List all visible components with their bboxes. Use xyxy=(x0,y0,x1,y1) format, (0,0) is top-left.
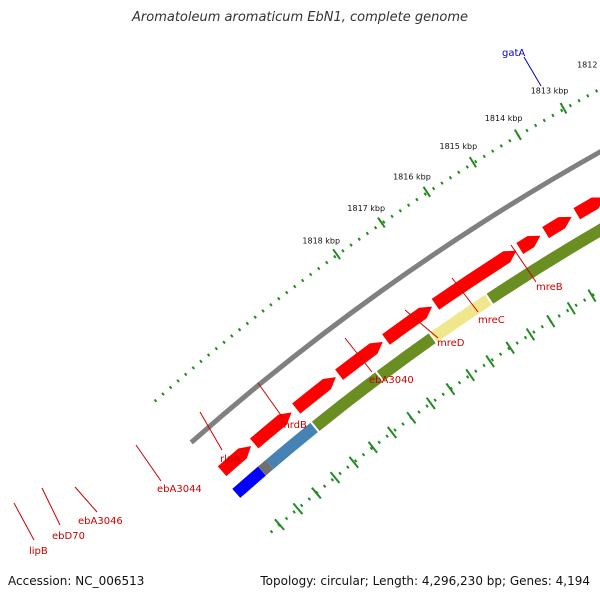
inner-tick-mark xyxy=(485,354,495,368)
kbp-tick-label: 1812 kbp xyxy=(577,60,600,69)
gene-label: ebA3040 xyxy=(369,375,414,386)
inner-tick-mark xyxy=(406,411,417,424)
feature-tracks xyxy=(189,149,600,498)
gene-leader-line xyxy=(74,486,98,513)
inner-tick-mark xyxy=(292,502,304,515)
inner-tick-mark xyxy=(587,289,597,303)
gene-label: gatA xyxy=(502,48,525,59)
rna-feature-steel xyxy=(265,422,318,470)
inner-tick-mark xyxy=(546,314,556,328)
gene-label: lipB xyxy=(29,546,48,557)
gene-leader-line xyxy=(135,444,162,482)
kbp-tick-mark xyxy=(468,156,477,168)
inner-tick-mark xyxy=(525,327,536,341)
kbp-tick-label: 1816 kbp xyxy=(393,172,431,181)
rna-feature-left xyxy=(232,466,266,498)
reverse-gene-arrow xyxy=(311,372,383,431)
gene-leader-line xyxy=(41,487,61,526)
inner-tick-mark xyxy=(505,341,515,355)
inner-tick-mark xyxy=(348,456,360,469)
reverse-gene-arrow xyxy=(486,223,600,304)
gene-label: ebA3044 xyxy=(157,484,202,495)
kbp-tick-mark xyxy=(332,248,341,260)
unknown-feature xyxy=(258,459,274,476)
accession-text: Accession: NC_006513 xyxy=(8,574,145,588)
gene-leader-line xyxy=(404,309,439,339)
gene-leader-line xyxy=(510,244,537,283)
map-title: Aromatoleum aromaticum EbN1, complete ge… xyxy=(132,10,468,25)
forward-gene-arrow xyxy=(335,341,383,380)
forward-gene-arrow xyxy=(516,235,541,255)
kbp-tick-label: 1818 kbp xyxy=(302,236,340,245)
forward-gene-arrow xyxy=(542,216,572,239)
forward-gene-arrow xyxy=(249,412,292,449)
genome-backbone xyxy=(189,149,600,445)
gene-leader-line xyxy=(199,411,223,451)
topology-text: Topology: circular; Length: 4,296,230 bp… xyxy=(260,574,590,588)
inner-tick-mark xyxy=(465,368,476,382)
forward-gene-arrow xyxy=(573,197,600,220)
gene-label: mreB xyxy=(536,282,563,293)
outer-ruler-dots xyxy=(153,87,600,403)
kbp-tick-mark xyxy=(422,186,431,198)
gene-label: ebD70 xyxy=(52,531,85,542)
kbp-tick-label: 1817 kbp xyxy=(347,204,385,213)
reverse-gene-arrow xyxy=(376,333,436,381)
inner-tick-mark xyxy=(311,487,322,500)
gene-labels: gatA mreB mreC mreD ebA3040 mrdB rlpA ebA3044 eb… xyxy=(13,48,563,557)
reverse-gene-arrow xyxy=(430,294,492,343)
gene-leader-line xyxy=(523,56,542,87)
gene-leader-line xyxy=(13,502,35,541)
kbp-tick-mark xyxy=(559,102,568,114)
kbp-tick-label: 1815 kbp xyxy=(440,142,478,151)
inner-tick-mark xyxy=(425,397,436,410)
inner-ruler-dots xyxy=(269,289,600,534)
forward-gene-arrow xyxy=(382,306,433,345)
forward-gene-arrow xyxy=(292,377,336,414)
gene-label: mreC xyxy=(478,315,505,326)
gene-leader-line xyxy=(451,277,479,313)
kbp-tick-mark xyxy=(377,216,386,229)
gene-leader-line xyxy=(344,337,373,373)
forward-gene-arrow xyxy=(431,250,517,310)
forward-gene-arrow xyxy=(217,446,252,477)
inner-tick-mark xyxy=(386,426,398,439)
inner-tick-mark xyxy=(445,382,456,396)
gene-label: mreD xyxy=(437,338,465,349)
kbp-tick-label: 1813 kbp xyxy=(531,87,569,96)
inner-tick-mark xyxy=(329,471,341,484)
inner-tick-mark xyxy=(566,301,576,315)
kbp-tick-mark xyxy=(513,129,522,141)
gene-leader-line xyxy=(257,382,284,419)
gene-label: rlpA xyxy=(220,454,240,465)
inner-tick-mark xyxy=(367,441,378,454)
gene-label: mrdB xyxy=(280,420,307,431)
gene-label: ebA3046 xyxy=(78,516,123,527)
kbp-ticks: 1809 kbp1810 kbp1811 kbp1812 kbp1813 kbp… xyxy=(274,60,600,531)
kbp-tick-label: 1814 kbp xyxy=(485,114,523,123)
inner-tick-mark xyxy=(274,518,285,531)
